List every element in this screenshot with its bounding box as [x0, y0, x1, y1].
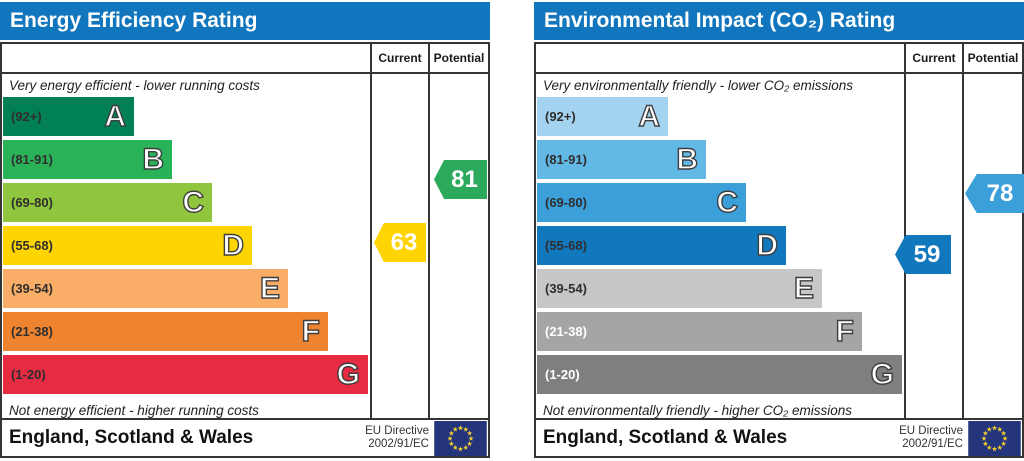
eu-flag-icon	[968, 420, 1021, 456]
region-label: England, Scotland & Wales	[543, 427, 788, 448]
band-range: (39-54)	[11, 281, 53, 296]
rating-value: 78	[986, 179, 1014, 207]
caption-bottom: Not energy efficient - higher running co…	[9, 402, 259, 418]
potential-rating-arrow: 78	[965, 174, 1024, 213]
energy-efficiency-panel: Energy Efficiency Rating Current Potenti…	[0, 0, 490, 461]
column-divider	[962, 44, 964, 418]
band-range: (81-91)	[545, 152, 587, 167]
caption-bottom: Not environmentally friendly - higher CO…	[543, 402, 853, 418]
footer: England, Scotland & Wales EU Directive 2…	[536, 418, 1022, 456]
band-e: (39-54) E	[537, 269, 822, 308]
rating-table: Current Potential Very energy efficient …	[0, 42, 490, 458]
band-letter: G	[336, 357, 361, 391]
band-letter: D	[222, 228, 245, 262]
band-letter: B	[676, 142, 699, 176]
current-column: 59	[895, 74, 962, 418]
band-f: (21-38) F	[3, 312, 328, 351]
header-divider	[2, 72, 488, 74]
band-range: (39-54)	[545, 281, 587, 296]
rating-table: Current Potential Very environmentally f…	[534, 42, 1024, 458]
header-divider	[536, 72, 1022, 74]
eu-flag-icon	[434, 420, 487, 456]
caption-top: Very energy efficient - lower running co…	[9, 78, 260, 93]
eu-directive-label: EU Directive 2002/91/EC	[899, 424, 963, 450]
rating-value: 63	[390, 228, 418, 256]
band-c: (69-80) C	[537, 183, 746, 222]
band-letter: C	[716, 185, 739, 219]
band-a: (92+) A	[3, 97, 134, 136]
band-letter: F	[301, 314, 321, 348]
band-f: (21-38) F	[537, 312, 862, 351]
band-range: (55-68)	[545, 238, 587, 253]
potential-rating-arrow: 81	[434, 160, 487, 199]
potential-column: 78	[964, 74, 1024, 418]
band-range: (92+)	[545, 109, 576, 124]
band-letter: A	[638, 99, 661, 133]
region-label: England, Scotland & Wales	[9, 427, 254, 448]
column-header-current: Current	[912, 51, 956, 65]
rating-value: 81	[451, 165, 478, 193]
band-letter: B	[142, 142, 165, 176]
band-chart: Very energy efficient - lower running co…	[2, 74, 370, 418]
footer: England, Scotland & Wales EU Directive 2…	[2, 418, 488, 456]
column-header-potential: Potential	[433, 51, 485, 65]
band-e: (39-54) E	[3, 269, 288, 308]
current-rating-arrow: 59	[895, 235, 951, 274]
environmental-impact-panel: Environmental Impact (CO₂) Rating Curren…	[534, 0, 1024, 461]
band-range: (69-80)	[11, 195, 53, 210]
band-b: (81-91) B	[537, 140, 706, 179]
band-letter: F	[835, 314, 855, 348]
band-range: (21-38)	[545, 324, 587, 339]
band-a: (92+) A	[537, 97, 668, 136]
panel-title: Environmental Impact (CO₂) Rating	[534, 2, 1024, 40]
eu-directive-label: EU Directive 2002/91/EC	[365, 424, 429, 450]
column-header-current: Current	[378, 51, 422, 65]
band-letter: C	[182, 185, 205, 219]
band-chart: Very environmentally friendly - lower CO…	[536, 74, 904, 418]
band-letter: E	[259, 271, 280, 305]
caption-top: Very environmentally friendly - lower CO…	[543, 78, 853, 93]
panel-title: Energy Efficiency Rating	[0, 2, 490, 40]
band-range: (69-80)	[545, 195, 587, 210]
band-d: (55-68) D	[3, 226, 252, 265]
band-g: (1-20) G	[3, 355, 368, 394]
band-b: (81-91) B	[3, 140, 172, 179]
band-range: (1-20)	[11, 367, 46, 382]
band-d: (55-68) D	[537, 226, 786, 265]
band-range: (92+)	[11, 109, 42, 124]
current-column: 63	[372, 74, 428, 418]
band-c: (69-80) C	[3, 183, 212, 222]
column-divider	[370, 44, 372, 418]
column-divider	[904, 44, 906, 418]
column-divider	[428, 44, 430, 418]
band-letter: D	[756, 228, 779, 262]
band-letter: A	[104, 99, 127, 133]
band-range: (55-68)	[11, 238, 53, 253]
band-range: (21-38)	[11, 324, 53, 339]
rating-value: 59	[913, 240, 941, 268]
band-letter: E	[793, 271, 814, 305]
current-rating-arrow: 63	[374, 223, 426, 262]
band-range: (1-20)	[545, 367, 580, 382]
band-letter: G	[870, 357, 895, 391]
potential-column: 81	[430, 74, 488, 418]
band-g: (1-20) G	[537, 355, 902, 394]
band-range: (81-91)	[11, 152, 53, 167]
column-header-potential: Potential	[967, 51, 1019, 65]
